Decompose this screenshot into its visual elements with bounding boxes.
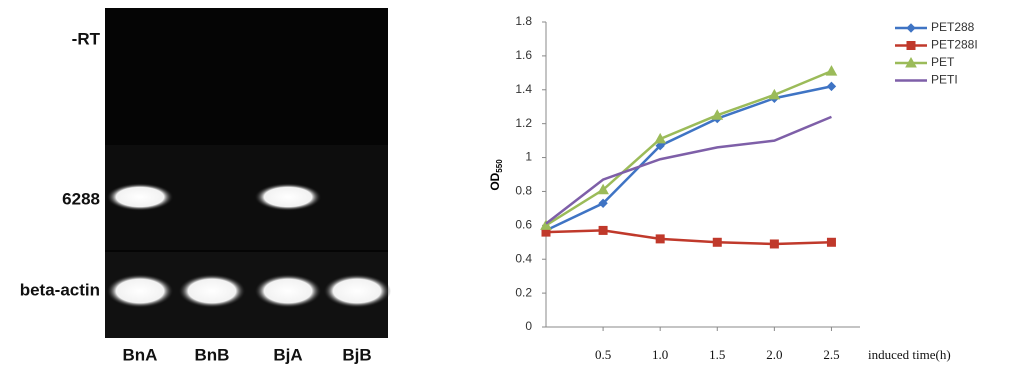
gel-band xyxy=(254,274,322,308)
x-axis-title: induced time(h) xyxy=(868,347,951,362)
gel-lane-label: BjB xyxy=(342,345,371,364)
y-tick-label: 1.8 xyxy=(515,14,532,28)
y-tick-label: 0 xyxy=(525,319,532,333)
y-axis-title: OD550 xyxy=(488,159,504,191)
gel-band xyxy=(106,183,174,211)
marker xyxy=(656,235,664,243)
x-tick-label: 1.5 xyxy=(709,347,725,362)
legend-label: PET xyxy=(931,55,955,69)
y-tick-label: 1.2 xyxy=(515,116,532,130)
y-tick-label: 1 xyxy=(525,150,532,164)
gel-lane-label: BnA xyxy=(123,345,158,364)
marker xyxy=(599,226,607,234)
gel-row-label: beta-actin xyxy=(20,280,100,299)
gel-row-label: 6288 xyxy=(62,189,100,208)
series-line xyxy=(546,230,831,244)
gel-lane-label: BjA xyxy=(273,345,302,364)
y-tick-label: 0.2 xyxy=(515,285,532,299)
series-line xyxy=(546,86,831,230)
x-tick-label: 1.0 xyxy=(652,347,668,362)
gel-lane-label: BnB xyxy=(195,345,230,364)
gel-row-label: -RT xyxy=(72,29,101,48)
gel-band xyxy=(323,274,391,308)
figure: -RT 6288 beta-actin BnA BnB BjA BjB OD55… xyxy=(0,0,1026,369)
legend-marker xyxy=(907,24,915,32)
svg-text:OD550: OD550 xyxy=(488,159,504,191)
legend-label: PET288 xyxy=(931,20,975,34)
y-tick-label: 0.6 xyxy=(515,218,532,232)
gel-band xyxy=(254,183,322,211)
x-tick-label: 2.5 xyxy=(823,347,839,362)
gel-band xyxy=(106,274,174,308)
y-label: OD xyxy=(488,172,502,190)
marker xyxy=(713,238,721,246)
x-tick-label: 0.5 xyxy=(595,347,611,362)
y-tick-label: 0.4 xyxy=(515,251,532,265)
marker xyxy=(827,238,835,246)
y-label-subscript: 550 xyxy=(495,159,504,173)
gel-band xyxy=(178,274,246,308)
gel-image xyxy=(105,8,391,338)
y-tick-label: 0.8 xyxy=(515,184,532,198)
marker xyxy=(827,82,835,90)
marker xyxy=(826,66,836,75)
legend-label: PETI xyxy=(931,73,958,87)
y-tick-label: 1.6 xyxy=(515,48,532,62)
legend-label: PET288I xyxy=(931,38,978,52)
y-tick-label: 1.4 xyxy=(515,82,532,96)
x-tick-label: 2.0 xyxy=(766,347,782,362)
page: -RT 6288 beta-actin BnA BnB BjA BjB OD55… xyxy=(0,0,1026,374)
marker xyxy=(770,240,778,248)
legend-marker xyxy=(907,42,915,50)
